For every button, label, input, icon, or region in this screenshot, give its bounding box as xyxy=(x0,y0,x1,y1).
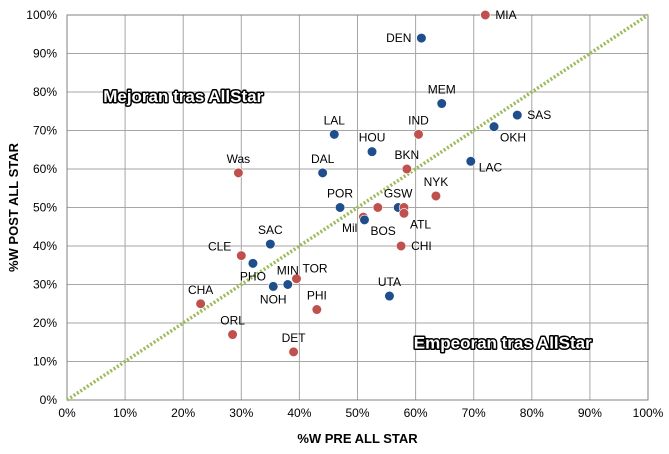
plot-area-border xyxy=(66,14,649,401)
point-label: MIN xyxy=(277,264,299,278)
axes xyxy=(66,14,649,401)
data-point-atl xyxy=(398,208,410,219)
y-axis-title: %W POST ALL STAR xyxy=(6,142,21,272)
x-tick-label: 30% xyxy=(229,406,253,420)
x-tick-label: 50% xyxy=(345,406,369,420)
data-point-cle xyxy=(236,250,247,261)
point-label: OKH xyxy=(500,131,526,145)
point-label: CLE xyxy=(208,240,231,254)
data-point-noh xyxy=(268,281,279,292)
point-label: TOR xyxy=(302,262,327,276)
region-annotation: Empeoran tras AllStar xyxy=(414,333,592,352)
data-point-nyk xyxy=(430,190,442,202)
y-tick-labels: 0% 10% 20% 30% 40% 50% 60% 70% 80% 90% 100% xyxy=(26,8,57,407)
y-tick-label: 60% xyxy=(33,162,57,176)
data-point-por xyxy=(334,202,346,213)
x-tick-label: 70% xyxy=(462,406,486,420)
point-label: DAL xyxy=(311,152,335,166)
point-label: BOS xyxy=(370,224,395,238)
x-tick-labels: 0% 10% 20% 30% 40% 50% 60% 70% 80% 90% 100% xyxy=(58,406,663,420)
data-point-mia xyxy=(480,9,491,21)
data-point-pho xyxy=(247,258,259,269)
x-tick-label: 90% xyxy=(578,406,602,420)
x-tick-label: 10% xyxy=(113,406,137,420)
reference-diagonal-line xyxy=(66,13,649,402)
point-label: DET xyxy=(282,331,307,345)
data-point-ind xyxy=(413,129,424,140)
data-point-chi xyxy=(395,240,407,252)
y-tick-label: 40% xyxy=(33,239,57,253)
point-label: HOU xyxy=(359,131,386,145)
point-label: LAL xyxy=(324,113,346,127)
x-tick-label: 100% xyxy=(633,406,664,420)
point-label: CHA xyxy=(188,283,213,297)
data-point-bos xyxy=(359,214,370,225)
point-label: SAS xyxy=(527,108,551,122)
y-tick-label: 20% xyxy=(33,316,57,330)
point-label: PHI xyxy=(307,289,327,303)
data-point-det xyxy=(288,346,299,357)
data-point-den xyxy=(416,32,427,44)
data-point-dal xyxy=(317,167,328,178)
y-tick-label: 90% xyxy=(33,47,57,61)
point-label: MIA xyxy=(495,8,516,22)
point-label: CHI xyxy=(411,239,432,253)
x-tick-label: 40% xyxy=(287,406,311,420)
data-point-cha xyxy=(195,298,206,309)
point-label: LAC xyxy=(479,160,503,174)
point-label: NOH xyxy=(260,292,287,306)
data-point-tor xyxy=(291,273,302,284)
data-point-min xyxy=(282,279,293,290)
point-label: MEM xyxy=(428,83,456,97)
point-label: SAC xyxy=(258,223,283,237)
data-points xyxy=(195,9,523,357)
data-point-lal xyxy=(329,129,340,140)
x-tick-label: 80% xyxy=(520,406,544,420)
region-annotation: Mejoran tras AllStar xyxy=(103,87,263,106)
data-point-sac xyxy=(265,238,276,250)
x-tick-label: 60% xyxy=(404,406,428,420)
data-point-orl xyxy=(227,329,238,340)
point-label: Was xyxy=(227,152,251,166)
data-point-uta xyxy=(384,290,395,302)
data-point-okh xyxy=(488,121,500,132)
data-point-hou xyxy=(366,146,378,157)
y-tick-label: 80% xyxy=(33,85,57,99)
point-label: IND xyxy=(408,113,429,127)
y-tick-label: 0% xyxy=(40,393,58,407)
data-point-was xyxy=(233,167,244,178)
x-axis-title: %W PRE ALL STAR xyxy=(297,431,418,446)
data-point-bkn xyxy=(401,163,412,175)
point-label: DEN xyxy=(386,31,411,45)
point-label: Mil xyxy=(342,221,357,235)
data-point-mem xyxy=(436,98,447,109)
point-label: ORL xyxy=(220,314,245,328)
data-point-sas xyxy=(512,109,523,121)
point-label: GSW xyxy=(384,187,413,201)
y-tick-label: 30% xyxy=(33,278,57,292)
y-tick-label: 70% xyxy=(33,124,57,138)
point-label: POR xyxy=(327,187,353,201)
point-label: ATL xyxy=(410,217,431,231)
data-point-lac xyxy=(465,156,476,167)
point-label: PHO xyxy=(240,269,266,283)
data-point-phi xyxy=(311,304,322,315)
annotations: Mejoran tras AllStar Empeoran tras AllSta… xyxy=(102,85,594,353)
x-tick-label: 0% xyxy=(58,406,76,420)
y-tick-label: 10% xyxy=(33,355,57,369)
point-label: BKN xyxy=(395,148,420,162)
data-point xyxy=(372,202,383,213)
y-tick-label: 50% xyxy=(33,201,57,215)
y-tick-label: 100% xyxy=(26,8,57,22)
point-label: NYK xyxy=(424,175,449,189)
x-tick-label: 20% xyxy=(171,406,195,420)
point-label: UTA xyxy=(378,275,401,289)
